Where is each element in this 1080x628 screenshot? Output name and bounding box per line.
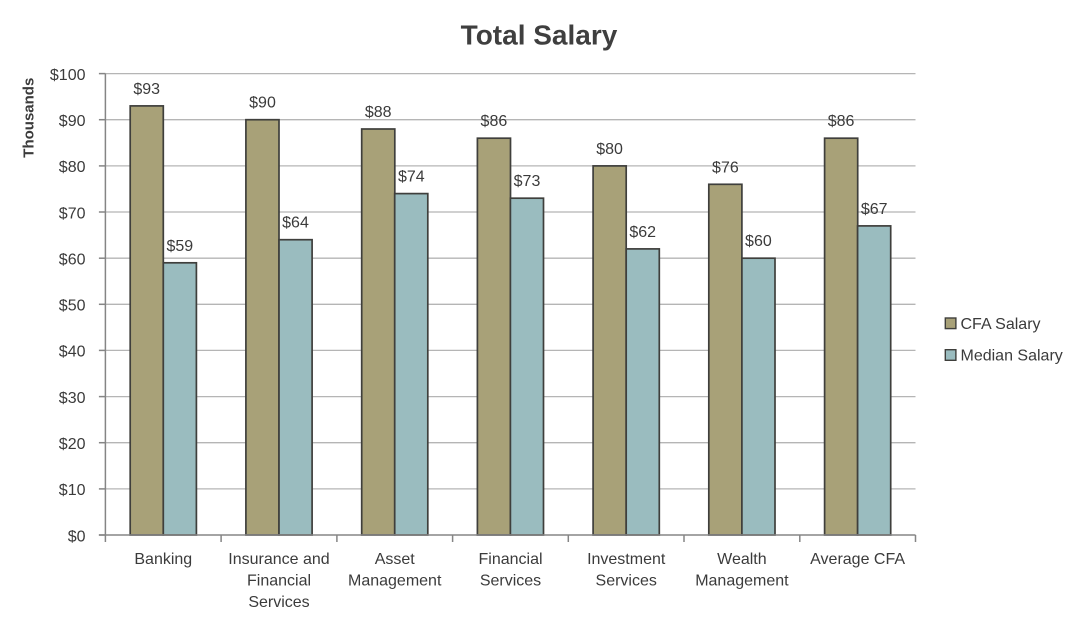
svg-text:$50: $50 [59, 298, 86, 315]
svg-text:$20: $20 [59, 436, 86, 453]
svg-text:Management: Management [348, 573, 442, 590]
svg-text:CFA Salary: CFA Salary [961, 316, 1041, 333]
svg-text:$62: $62 [629, 224, 656, 241]
svg-text:$10: $10 [59, 482, 86, 499]
svg-text:Total Salary: Total Salary [461, 19, 618, 50]
svg-text:$90: $90 [59, 113, 86, 130]
svg-text:Asset: Asset [375, 551, 416, 568]
svg-text:$60: $60 [59, 252, 86, 269]
svg-text:Banking: Banking [134, 551, 192, 568]
svg-text:$67: $67 [861, 201, 888, 218]
svg-text:Financial: Financial [247, 573, 311, 590]
svg-text:$86: $86 [828, 113, 855, 130]
svg-text:$80: $80 [596, 141, 623, 158]
svg-text:Thousands: Thousands [21, 78, 38, 158]
svg-text:$100: $100 [50, 67, 86, 84]
svg-text:Management: Management [695, 573, 789, 590]
svg-text:Average CFA: Average CFA [810, 551, 905, 568]
svg-text:Median Salary: Median Salary [961, 348, 1063, 365]
svg-text:$70: $70 [59, 205, 86, 222]
svg-text:$73: $73 [514, 173, 541, 190]
svg-text:$59: $59 [166, 238, 193, 255]
svg-text:$86: $86 [481, 113, 508, 130]
svg-text:$80: $80 [59, 159, 86, 176]
svg-text:$88: $88 [365, 104, 392, 121]
svg-text:$74: $74 [398, 169, 425, 186]
svg-text:Investment: Investment [587, 551, 666, 568]
svg-text:$40: $40 [59, 344, 86, 361]
svg-text:$76: $76 [712, 159, 739, 176]
svg-text:$60: $60 [745, 233, 772, 250]
svg-text:Services: Services [596, 573, 657, 590]
svg-text:Insurance and: Insurance and [228, 551, 329, 568]
svg-text:Wealth: Wealth [717, 551, 767, 568]
svg-text:$30: $30 [59, 390, 86, 407]
svg-text:$0: $0 [68, 528, 86, 545]
svg-text:Services: Services [480, 573, 541, 590]
svg-text:$90: $90 [249, 95, 276, 112]
svg-text:$64: $64 [282, 215, 309, 232]
svg-text:Financial: Financial [478, 551, 542, 568]
svg-text:$93: $93 [133, 81, 160, 98]
svg-text:Services: Services [248, 594, 309, 611]
